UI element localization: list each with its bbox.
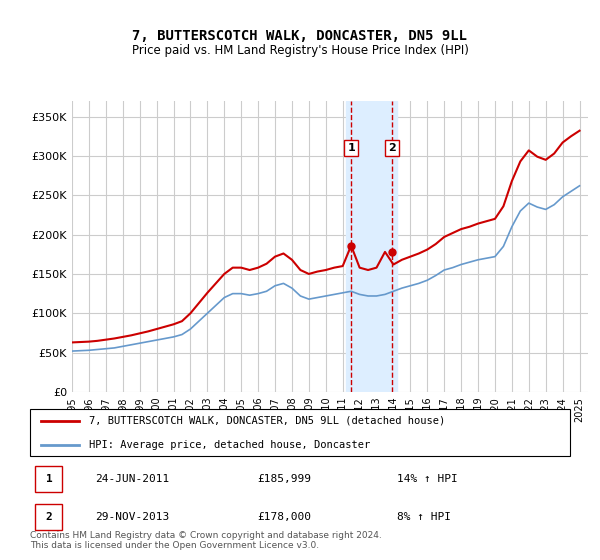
FancyBboxPatch shape — [30, 409, 570, 456]
Text: Contains HM Land Registry data © Crown copyright and database right 2024.
This d: Contains HM Land Registry data © Crown c… — [30, 530, 382, 550]
Text: 8% ↑ HPI: 8% ↑ HPI — [397, 512, 451, 522]
Text: £178,000: £178,000 — [257, 512, 311, 522]
Text: £185,999: £185,999 — [257, 474, 311, 484]
Text: 7, BUTTERSCOTCH WALK, DONCASTER, DN5 9LL (detached house): 7, BUTTERSCOTCH WALK, DONCASTER, DN5 9LL… — [89, 416, 446, 426]
FancyBboxPatch shape — [35, 503, 62, 530]
Text: 2: 2 — [388, 143, 395, 153]
Text: 1: 1 — [347, 143, 355, 153]
Text: 24-JUN-2011: 24-JUN-2011 — [95, 474, 169, 484]
Text: HPI: Average price, detached house, Doncaster: HPI: Average price, detached house, Donc… — [89, 440, 371, 450]
Text: 1: 1 — [46, 474, 52, 484]
Text: 7, BUTTERSCOTCH WALK, DONCASTER, DN5 9LL: 7, BUTTERSCOTCH WALK, DONCASTER, DN5 9LL — [133, 29, 467, 44]
FancyBboxPatch shape — [35, 466, 62, 492]
Text: 2: 2 — [46, 512, 52, 522]
Text: 29-NOV-2013: 29-NOV-2013 — [95, 512, 169, 522]
Bar — [346, 101, 397, 392]
Text: Price paid vs. HM Land Registry's House Price Index (HPI): Price paid vs. HM Land Registry's House … — [131, 44, 469, 57]
Text: 14% ↑ HPI: 14% ↑ HPI — [397, 474, 458, 484]
